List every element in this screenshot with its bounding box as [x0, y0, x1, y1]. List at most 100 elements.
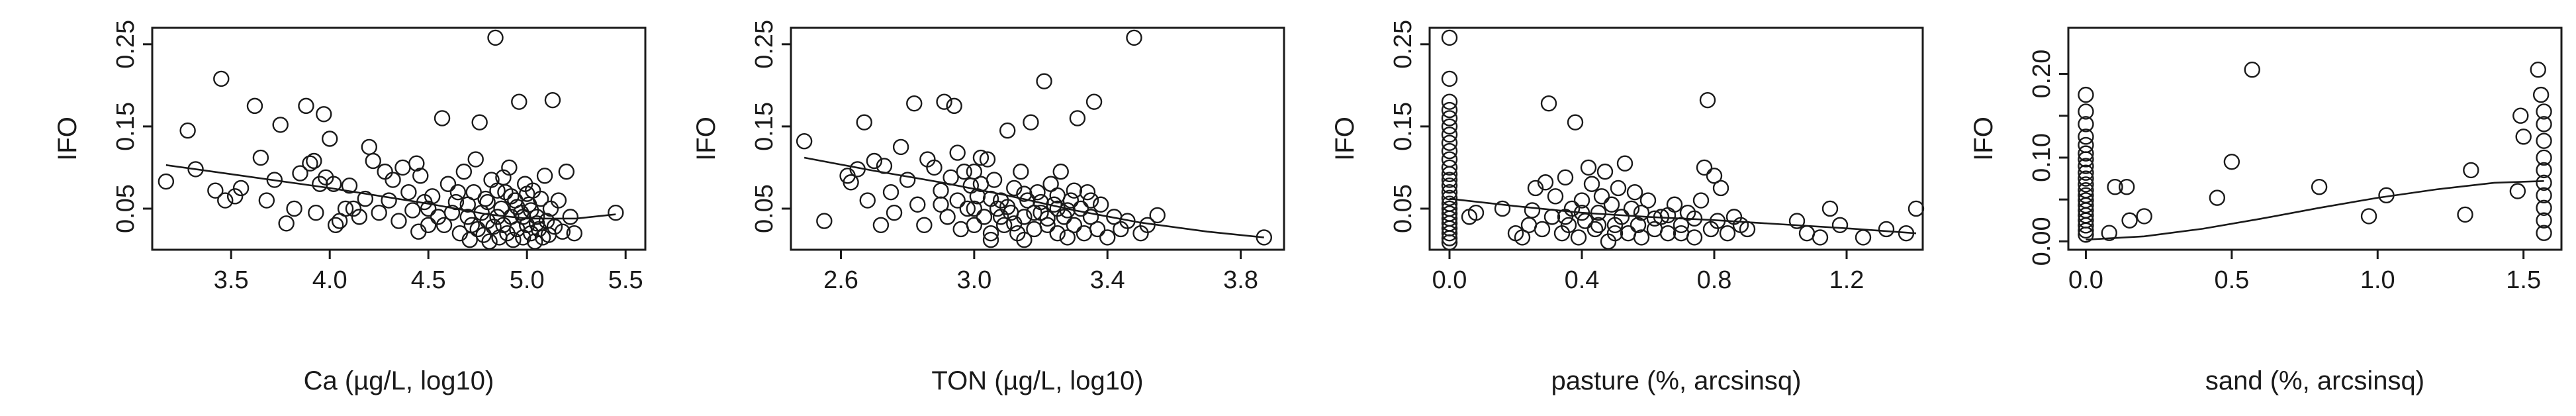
data-point — [1633, 204, 1650, 221]
data-point — [455, 163, 473, 180]
data-point — [1049, 187, 1066, 204]
data-point — [485, 219, 502, 235]
data-point — [1467, 204, 1485, 221]
data-point — [1593, 188, 1610, 205]
data-point — [1620, 225, 1637, 242]
data-point — [526, 233, 543, 250]
data-point — [566, 225, 582, 242]
data-point — [306, 152, 322, 170]
data-point — [515, 229, 531, 246]
data-point — [481, 233, 498, 250]
data-point — [2244, 62, 2260, 78]
scatter-panel: 3.5 4.0 4.5 5.0 5.5 0.05 0.15 0.25 Ca (µg/L, log… — [53, 20, 647, 395]
data-point — [2078, 103, 2094, 120]
data-point — [158, 173, 175, 190]
y-tick-label: 0.05 — [112, 184, 140, 233]
data-point — [1076, 225, 1093, 242]
trend-curve — [2086, 180, 2544, 241]
data-point — [2536, 132, 2552, 149]
data-point — [2536, 212, 2552, 229]
data-point — [252, 149, 269, 166]
x-tick-label: 3.0 — [956, 266, 991, 294]
data-point — [2101, 225, 2117, 241]
data-point — [550, 192, 567, 209]
data-point — [519, 185, 535, 202]
data-point — [522, 202, 539, 219]
data-point — [2209, 189, 2226, 206]
data-point — [1659, 225, 1677, 242]
scatter-panel: 0.0 0.5 1.0 1.5 0.00 0.10 0.20 sand (%, arcsins… — [1969, 26, 2563, 395]
data-point — [916, 217, 933, 233]
data-point — [1812, 229, 1829, 246]
data-point — [1013, 163, 1029, 180]
x-tick-label: 1.2 — [1829, 266, 1864, 294]
y-tick-label: 0.10 — [2028, 133, 2056, 182]
data-point — [1534, 221, 1551, 238]
data-point — [1441, 134, 1458, 151]
x-tick-label: 3.5 — [214, 266, 249, 294]
data-point — [1049, 225, 1066, 242]
data-point — [371, 204, 387, 221]
data-point — [899, 172, 916, 188]
data-point — [1878, 221, 1895, 238]
data-point — [872, 217, 890, 233]
data-point — [1673, 225, 1690, 242]
data-point — [949, 144, 966, 161]
y-axis-title: IFO — [1330, 117, 1359, 161]
plot-frame — [1428, 26, 1924, 251]
data-point — [391, 213, 407, 229]
data-point — [1441, 166, 1458, 183]
data-point — [207, 182, 224, 199]
data-point — [286, 200, 302, 217]
data-point — [2536, 103, 2552, 120]
trend-curve — [165, 164, 616, 220]
data-point — [1557, 169, 1574, 186]
data-point — [408, 155, 425, 172]
data-point — [1441, 142, 1458, 160]
trend-curve — [804, 156, 1264, 238]
y-tick-label: 0.00 — [2028, 217, 2056, 266]
x-tick-label: 0.0 — [2068, 266, 2103, 294]
data-point — [495, 169, 512, 186]
trend-curve — [1449, 197, 1917, 234]
y-tick-label: 0.25 — [751, 20, 778, 69]
data-point — [2121, 212, 2138, 229]
data-point — [1659, 207, 1677, 224]
data-point — [246, 97, 263, 115]
data-point — [404, 202, 421, 219]
data-point — [1441, 29, 1458, 46]
data-point — [1606, 225, 1624, 242]
y-axis-title: IFO — [53, 117, 82, 161]
data-point — [1908, 200, 1925, 217]
data-point — [1149, 207, 1166, 224]
data-point — [1494, 200, 1511, 217]
data-point — [558, 163, 575, 180]
data-point — [1441, 178, 1458, 194]
data-point — [2223, 154, 2240, 170]
data-point — [2078, 86, 2094, 103]
data-point — [2078, 158, 2094, 174]
data-point — [1441, 127, 1458, 143]
data-point — [1066, 217, 1083, 233]
data-point — [420, 200, 437, 217]
data-point — [1788, 213, 1806, 229]
data-point — [1441, 189, 1458, 207]
data-point — [982, 231, 999, 248]
data-point — [420, 217, 437, 233]
data-point — [511, 93, 528, 110]
data-point — [2536, 116, 2552, 132]
x-tick-label: 4.0 — [312, 266, 347, 294]
data-point — [1072, 200, 1089, 217]
data-point — [926, 159, 943, 176]
data-point — [1441, 225, 1458, 242]
data-point — [345, 200, 362, 217]
data-point — [976, 209, 993, 225]
data-point — [528, 215, 545, 232]
data-point — [1441, 110, 1458, 127]
data-point — [1831, 217, 1849, 233]
data-point — [2078, 170, 2094, 187]
data-point — [1062, 192, 1080, 209]
data-point — [1610, 180, 1627, 197]
y-axis-title: IFO — [1969, 117, 1998, 161]
